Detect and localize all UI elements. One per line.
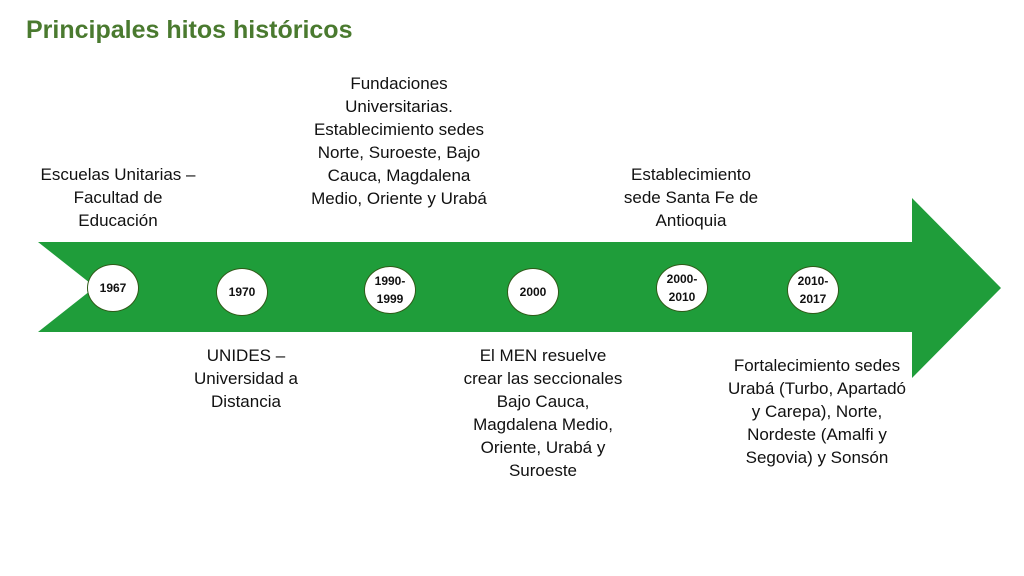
year-node-1990-1999: 1990- 1999	[364, 266, 416, 314]
milestone-label-2010-2017: Fortalecimiento sedes Urabá (Turbo, Apar…	[728, 356, 906, 467]
year-node-2000: 2000	[507, 268, 559, 316]
year-node-1970: 1970	[216, 268, 268, 316]
year-node-1967: 1967	[87, 264, 139, 312]
milestone-label-2000-2010: Establecimiento sede Santa Fe de Antioqu…	[623, 165, 759, 230]
milestone-label-1970: UNIDES – Universidad a Distancia	[194, 346, 298, 411]
milestone-label-1990-1999: Fundaciones Universitarias. Establecimie…	[311, 74, 487, 208]
year-node-2010-2017: 2010- 2017	[787, 266, 839, 314]
page-title: Principales hitos históricos	[26, 16, 353, 44]
milestone-label-2000: El MEN resuelve crear las seccionales Ba…	[463, 346, 623, 480]
year-node-2000-2010: 2000- 2010	[656, 264, 708, 312]
milestone-label-1967: Escuelas Unitarias – Facultad de Educaci…	[40, 165, 196, 230]
